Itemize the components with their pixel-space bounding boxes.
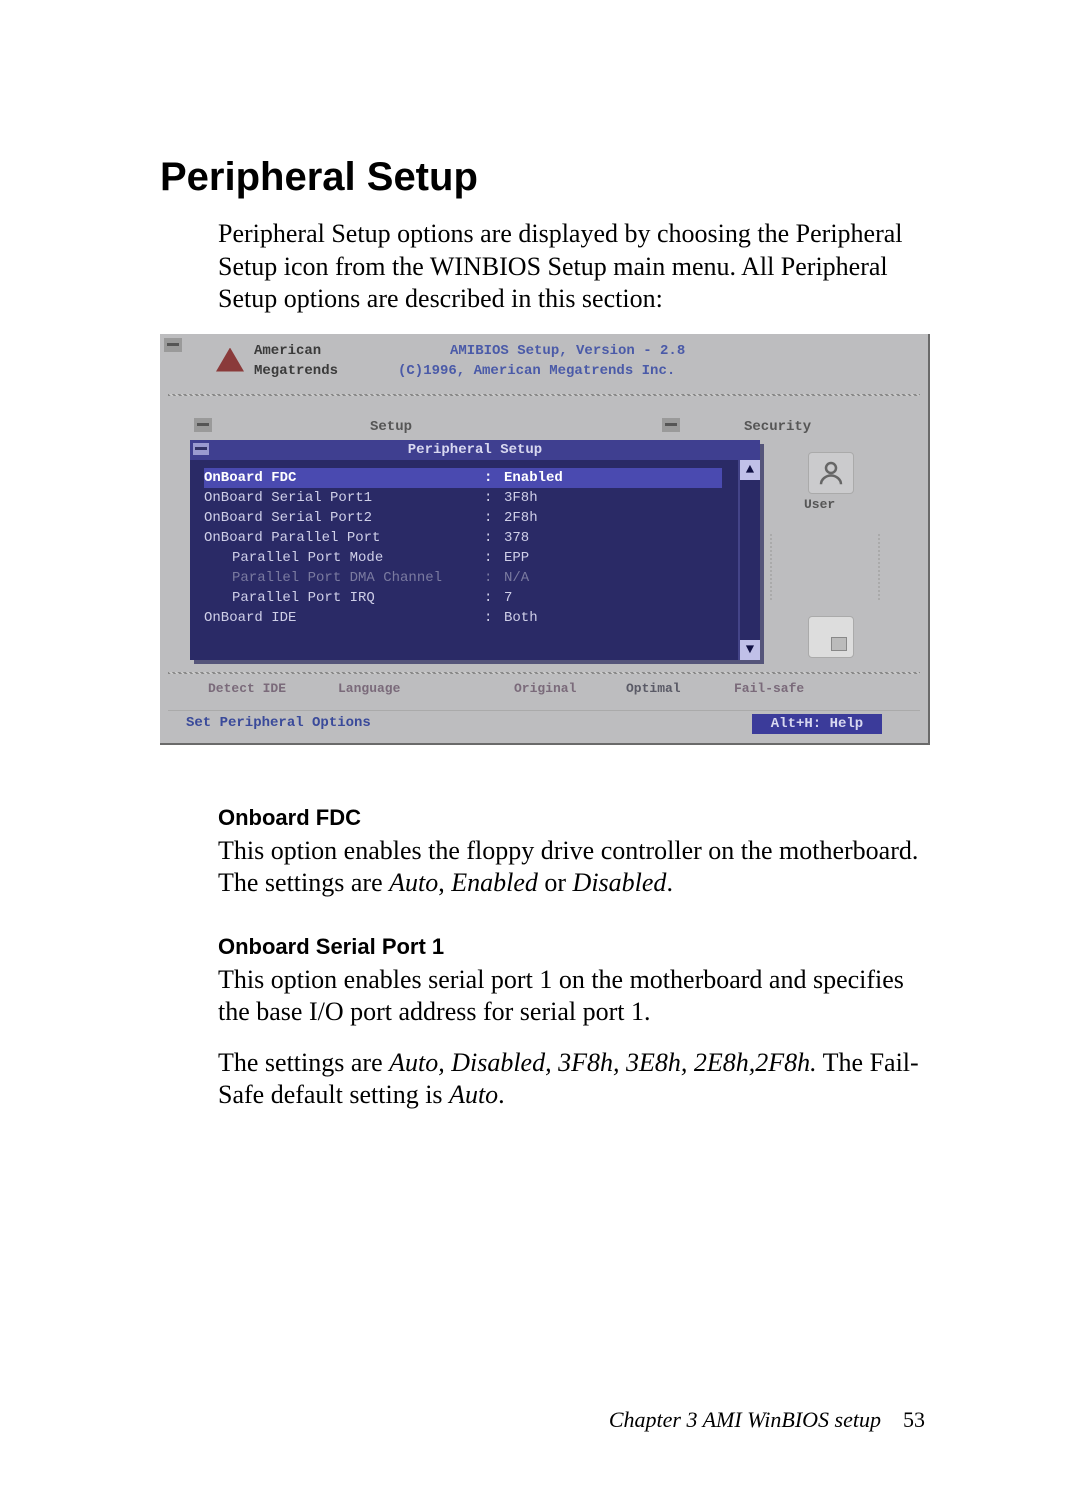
option-value: Enabled <box>504 471 563 485</box>
option-sep: : <box>484 491 504 505</box>
body-paragraph: The settings are Auto, Disabled, 3F8h, 3… <box>218 1047 930 1112</box>
user-icon-label: User <box>804 498 835 511</box>
peripheral-sysmenu-icon <box>193 443 209 455</box>
btn-original[interactable]: Original <box>514 682 576 695</box>
option-row[interactable]: OnBoard FDC:Enabled <box>204 468 722 488</box>
divider <box>168 672 920 674</box>
option-value: 378 <box>504 531 529 545</box>
option-row[interactable]: Parallel Port DMA Channel:N/A <box>204 568 722 588</box>
subhead: Onboard FDC <box>218 805 930 831</box>
page-title: Peripheral Setup <box>160 155 930 200</box>
menu-security[interactable]: Security <box>744 420 811 434</box>
btn-language[interactable]: Language <box>338 682 400 695</box>
option-value: N/A <box>504 571 529 585</box>
option-row[interactable]: OnBoard Serial Port2:2F8h <box>204 508 722 528</box>
btn-detect-ide[interactable]: Detect IDE <box>208 682 286 695</box>
option-row[interactable]: Parallel Port Mode:EPP <box>204 548 722 568</box>
option-row[interactable]: OnBoard IDE:Both <box>204 608 722 628</box>
security-sysmenu-icon <box>662 418 680 432</box>
option-sep: : <box>484 591 504 605</box>
option-label: OnBoard Serial Port1 <box>204 491 484 505</box>
option-row[interactable]: OnBoard Parallel Port:378 <box>204 528 722 548</box>
user-icon[interactable] <box>808 452 854 494</box>
btn-failsafe[interactable]: Fail-safe <box>734 682 804 695</box>
subhead: Onboard Serial Port 1 <box>218 934 930 960</box>
peripheral-window-title: Peripheral Setup <box>190 440 760 460</box>
brand-line1: American <box>254 344 321 358</box>
option-sep: : <box>484 471 504 485</box>
option-row[interactable]: OnBoard Serial Port1:3F8h <box>204 488 722 508</box>
bios-title: AMIBIOS Setup, Version - 2.8 <box>450 344 685 358</box>
option-sep: : <box>484 571 504 585</box>
decor-dash-right <box>878 534 880 602</box>
option-value: 3F8h <box>504 491 538 505</box>
option-value: Both <box>504 611 538 625</box>
help-hint: Alt+H: Help <box>752 714 882 734</box>
status-text: Set Peripheral Options <box>186 716 371 730</box>
divider <box>168 394 920 396</box>
scroll-track[interactable] <box>740 480 760 640</box>
option-sep: : <box>484 611 504 625</box>
bios-titlebar: American Megatrends AMIBIOS Setup, Versi… <box>160 334 928 386</box>
option-label: Parallel Port Mode <box>204 551 484 565</box>
option-sep: : <box>484 511 504 525</box>
peripheral-title-text: Peripheral Setup <box>408 442 542 458</box>
option-list[interactable]: OnBoard FDC:EnabledOnBoard Serial Port1:… <box>204 468 722 652</box>
bios-copyright: (C)1996, American Megatrends Inc. <box>398 364 675 378</box>
btn-optimal[interactable]: Optimal <box>626 682 681 695</box>
option-sep: : <box>484 531 504 545</box>
ami-logo-icon <box>216 348 244 372</box>
option-label: Parallel Port DMA Channel <box>204 571 484 585</box>
brand-line2: Megatrends <box>254 364 338 378</box>
option-sep: : <box>484 551 504 565</box>
decor-dash-left <box>770 534 772 602</box>
option-label: OnBoard FDC <box>204 471 484 485</box>
option-value: EPP <box>504 551 529 565</box>
page-footer: Chapter 3 AMI WinBIOS setup 53 <box>609 1407 925 1433</box>
doc-icon[interactable] <box>808 616 854 658</box>
intro-text: Peripheral Setup options are displayed b… <box>218 218 930 316</box>
footer-page: 53 <box>903 1407 925 1432</box>
body-paragraph: This option enables the floppy drive con… <box>218 835 930 900</box>
footer-chapter: Chapter 3 AMI WinBIOS setup <box>609 1407 881 1432</box>
scrollbar[interactable]: ▲ ▼ <box>738 460 760 660</box>
option-value: 2F8h <box>504 511 538 525</box>
scroll-down-icon[interactable]: ▼ <box>740 640 760 660</box>
menu-setup[interactable]: Setup <box>370 420 412 434</box>
setup-sysmenu-icon <box>194 418 212 432</box>
option-row[interactable]: Parallel Port IRQ:7 <box>204 588 722 608</box>
divider <box>168 710 920 711</box>
option-label: OnBoard IDE <box>204 611 484 625</box>
option-label: OnBoard Parallel Port <box>204 531 484 545</box>
body-paragraph: This option enables serial port 1 on the… <box>218 964 930 1029</box>
peripheral-window: Peripheral Setup OnBoard FDC:EnabledOnBo… <box>190 440 760 660</box>
option-value: 7 <box>504 591 512 605</box>
option-label: OnBoard Serial Port2 <box>204 511 484 525</box>
scroll-up-icon[interactable]: ▲ <box>740 460 760 480</box>
bios-screenshot: American Megatrends AMIBIOS Setup, Versi… <box>160 334 930 745</box>
option-label: Parallel Port IRQ <box>204 591 484 605</box>
